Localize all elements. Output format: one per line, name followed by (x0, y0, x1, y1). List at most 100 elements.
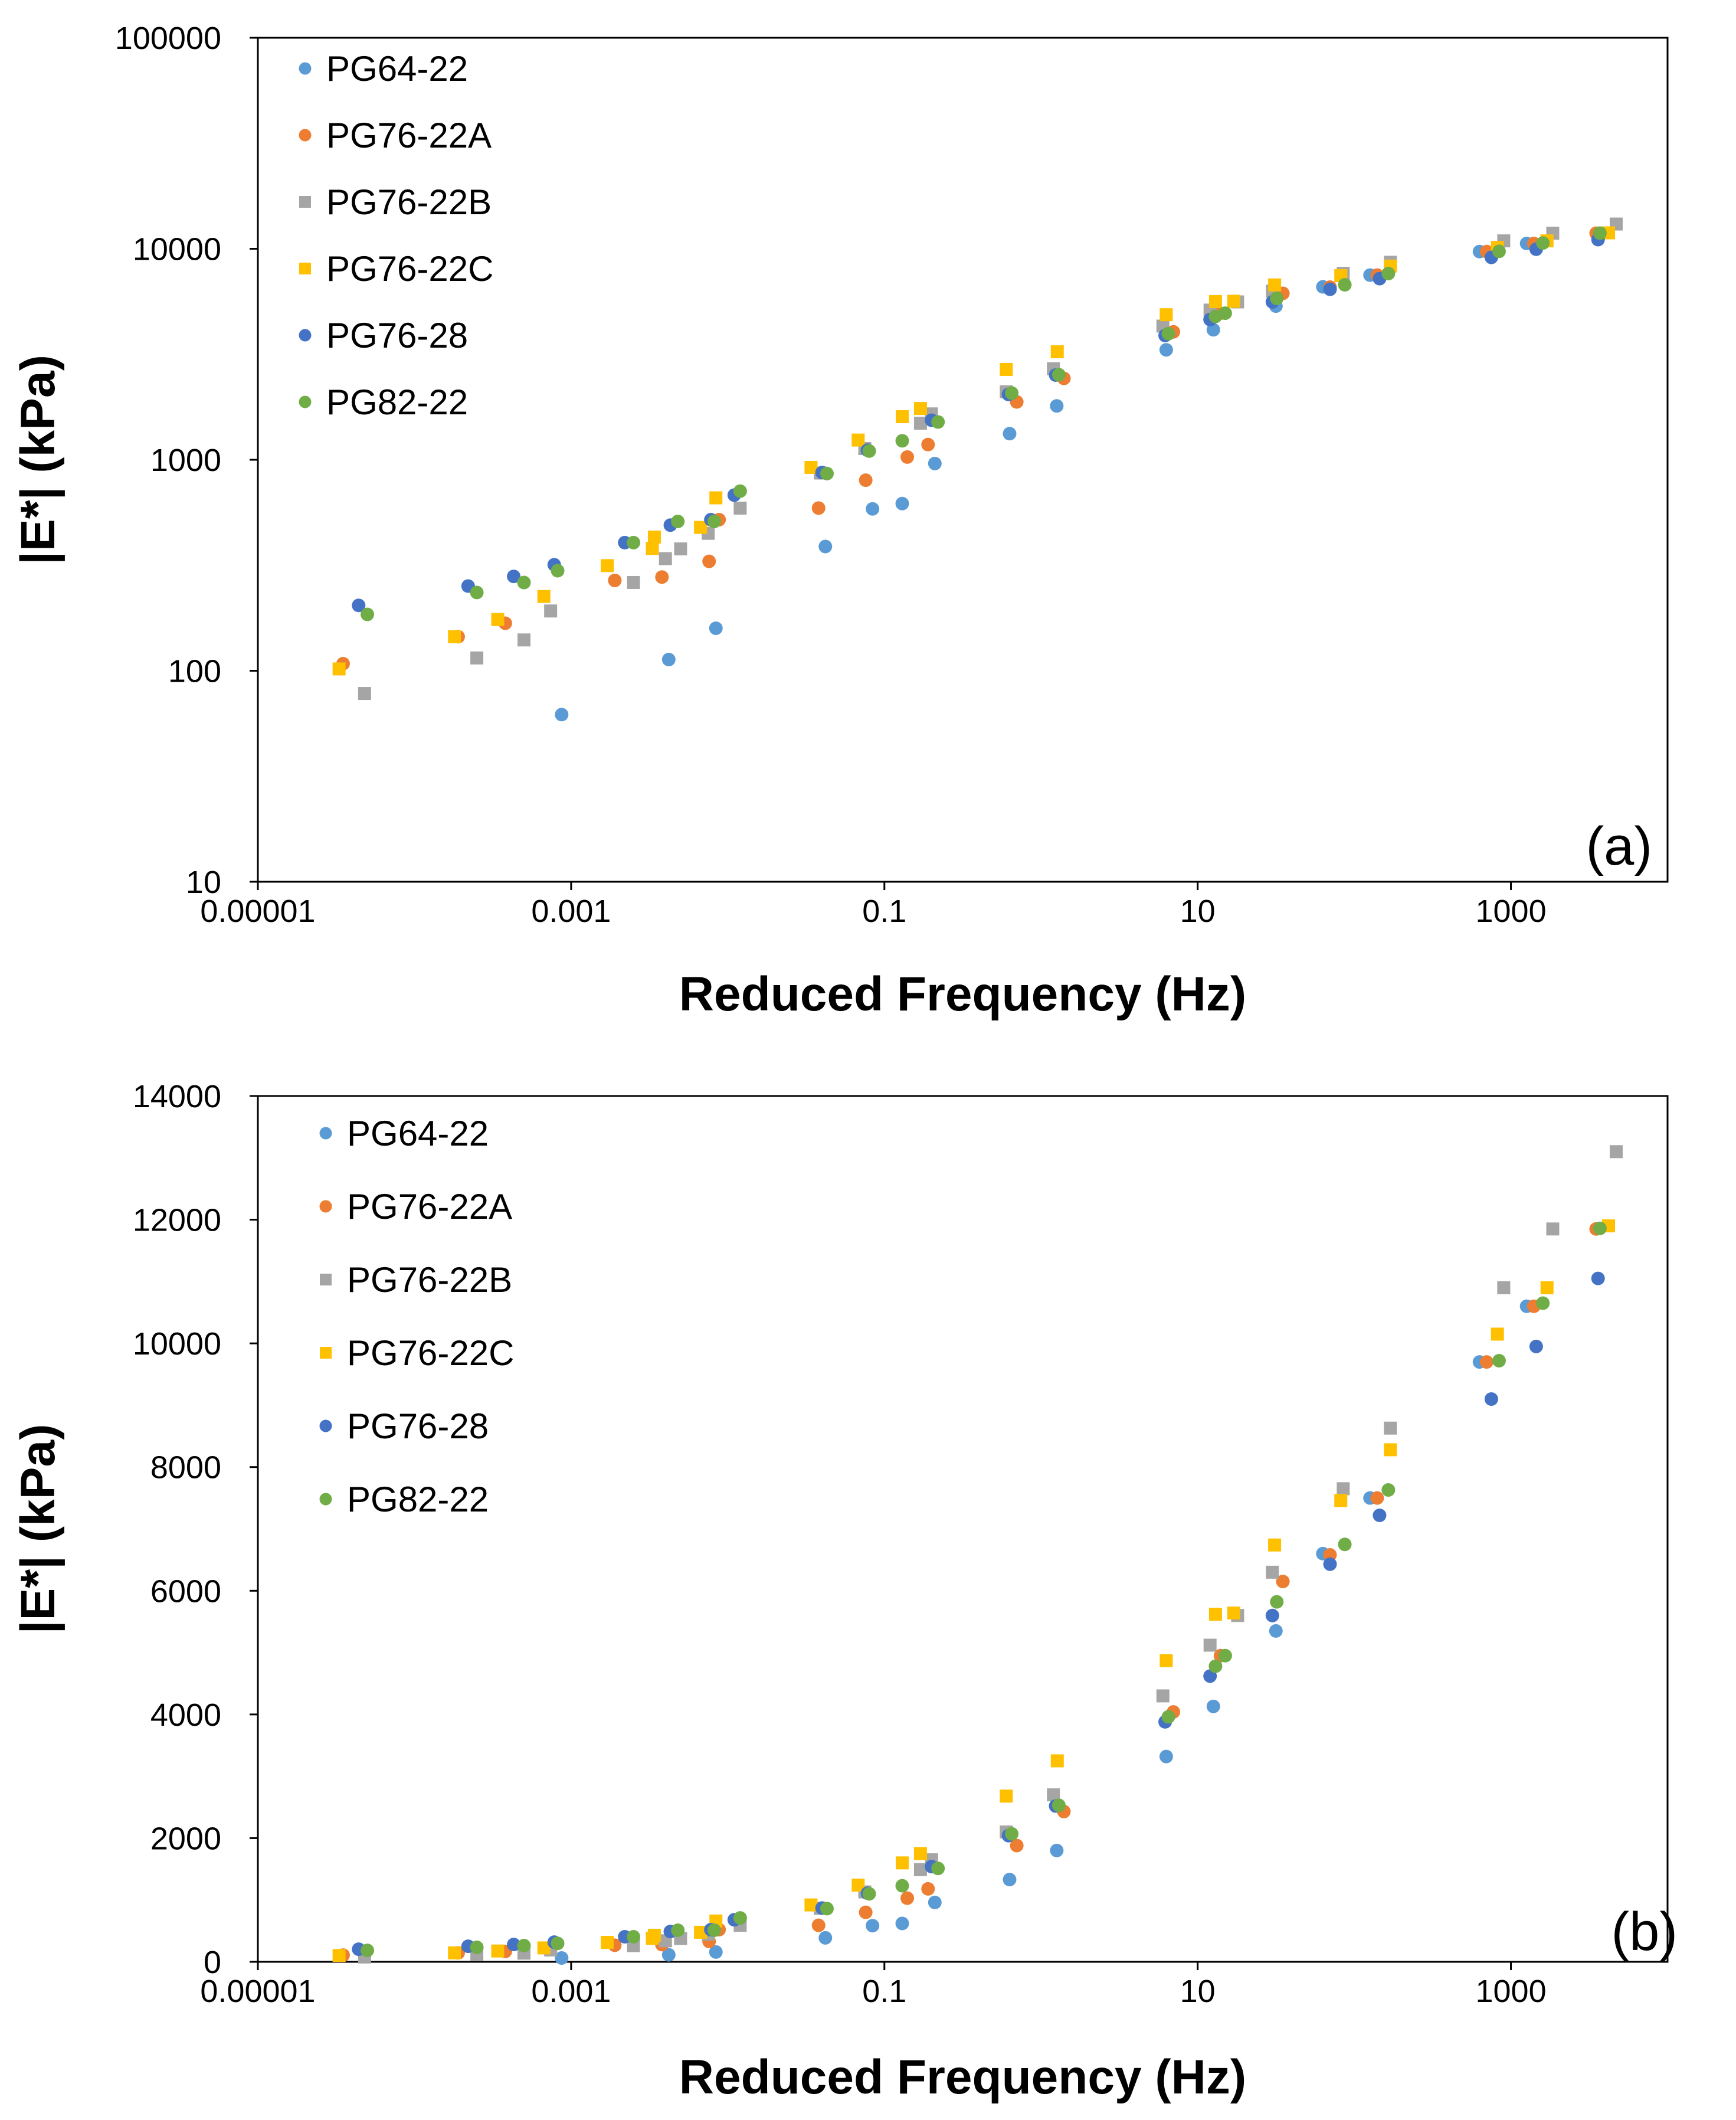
data-point (820, 466, 834, 480)
data-point (661, 1948, 676, 1962)
legend-label: PG64-22 (326, 49, 468, 89)
data-point (1540, 1281, 1554, 1294)
legend-label: PG76-28 (347, 1406, 489, 1446)
data-point (1161, 326, 1175, 341)
data-point (1529, 1339, 1543, 1353)
data-point (332, 1949, 346, 1962)
data-point (1159, 308, 1173, 322)
y-axis-title: |E*| (kPa) (11, 1424, 65, 1634)
data-point (1208, 295, 1222, 308)
data-point (470, 585, 484, 600)
series-pg82-22 (361, 1221, 1607, 1958)
data-point (913, 1847, 927, 1860)
data-point (1337, 1482, 1350, 1496)
panel-a: 0.00001 0.001 0.1 10 1000 10 100 1000 10000 10000… (11, 21, 1669, 1021)
data-point (1323, 1548, 1337, 1562)
data-point (601, 559, 614, 572)
data-point (358, 687, 371, 701)
data-point (1266, 1565, 1279, 1579)
data-point (1492, 1353, 1506, 1367)
legend-label: PG76-22C (347, 1333, 514, 1373)
data-point (1370, 1491, 1384, 1505)
data-point (655, 570, 669, 584)
legend-marker (319, 1493, 332, 1506)
data-point (1052, 1798, 1066, 1813)
data-point (671, 515, 685, 529)
data-point (627, 575, 640, 589)
data-point (733, 484, 747, 498)
data-point (895, 1879, 909, 1893)
data-point (1005, 1827, 1019, 1841)
data-point (851, 1879, 865, 1892)
data-point (896, 1856, 909, 1870)
legend-label: PG76-22B (326, 182, 492, 222)
data-point (470, 651, 484, 665)
data-point (1050, 1754, 1064, 1768)
legend-marker (320, 1274, 332, 1285)
data-point (1479, 1355, 1493, 1369)
data-point (931, 415, 945, 429)
data-point (1203, 1669, 1217, 1683)
data-point (361, 607, 375, 621)
plot-area-frame (257, 1095, 1669, 1963)
data-point (818, 1931, 833, 1945)
data-point (608, 573, 622, 587)
panel-label: (a) (1586, 816, 1652, 876)
data-point (1159, 1749, 1173, 1764)
data-point (1536, 236, 1550, 250)
data-point (1218, 306, 1232, 320)
data-point (517, 633, 530, 647)
data-point (862, 1887, 876, 1901)
y-tick-label: 10 (186, 865, 221, 900)
legend-marker (299, 329, 312, 342)
data-point (1546, 1222, 1560, 1236)
series-pg76-28 (352, 1271, 1605, 1957)
data-point (1208, 1659, 1223, 1673)
y-tick-label: 10000 (133, 232, 221, 267)
data-point (811, 1918, 826, 1932)
legend-marker (299, 196, 311, 208)
data-point (627, 535, 641, 549)
data-point (627, 1930, 641, 1944)
legend-marker (299, 129, 312, 142)
data-point (1269, 1624, 1283, 1638)
data-point (913, 417, 927, 430)
data-point (361, 1944, 375, 1958)
legend-marker (319, 1419, 332, 1432)
data-point (1268, 1538, 1282, 1552)
data-point (866, 1919, 880, 1933)
y-tick-label: 8000 (150, 1450, 221, 1486)
data-point (1276, 1575, 1290, 1589)
data-point (818, 539, 833, 554)
x-tick-label: 0.00001 (200, 894, 315, 929)
x-tick-label: 0.001 (531, 894, 611, 929)
x-tick-label: 1000 (1475, 894, 1546, 929)
data-point (1265, 1608, 1279, 1622)
data-point (811, 501, 826, 515)
data-point (659, 552, 672, 565)
data-point (1052, 368, 1066, 382)
data-point (895, 1916, 909, 1931)
data-point (694, 1925, 707, 1939)
x-tick-label: 10 (1180, 1974, 1216, 2009)
panel-b: 0.00001 0.001 0.1 10 10000200040006000800010… (11, 1079, 1678, 2104)
data-point (517, 575, 531, 590)
data-point (1010, 1838, 1024, 1853)
data-point (1218, 1648, 1232, 1663)
data-point (544, 604, 558, 618)
y-tick-label: 2000 (150, 1821, 221, 1856)
data-point (862, 444, 876, 458)
data-point (674, 542, 687, 556)
data-point (1227, 295, 1240, 308)
data-point (820, 1902, 834, 1916)
data-point (448, 1946, 461, 1959)
data-point (661, 653, 676, 667)
data-point (1208, 1608, 1222, 1621)
x-axis-title: Reduced Frequency (Hz) (679, 967, 1246, 1021)
data-point (921, 1882, 935, 1896)
data-point (1373, 1508, 1387, 1522)
data-point (694, 521, 707, 534)
data-point (859, 1905, 873, 1919)
data-point (1047, 1788, 1060, 1802)
